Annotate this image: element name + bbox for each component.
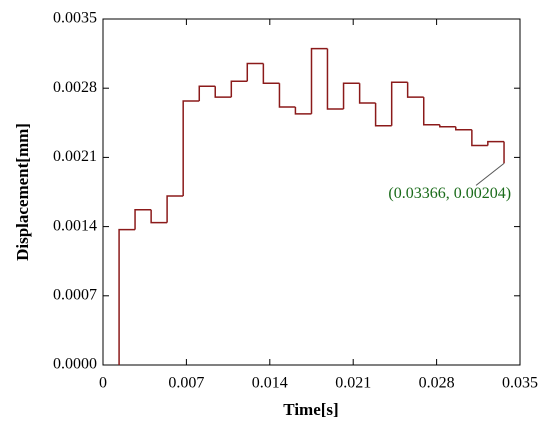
step-segment [310, 47, 328, 114]
step-segment [246, 62, 264, 82]
step-segment [182, 100, 200, 196]
y-tick-label: 0.0000 [53, 356, 97, 373]
annotation-leader [475, 162, 505, 186]
step-segment [278, 83, 296, 108]
y-tick-label: 0.0021 [53, 148, 97, 165]
step-segment [439, 124, 456, 128]
x-axis-label: Time[s] [283, 400, 338, 419]
x-tick-label: 0.028 [419, 375, 455, 392]
step-segment [230, 80, 248, 98]
step-segment [262, 63, 280, 85]
step-segment [326, 48, 344, 110]
y-tick-label: 0.0035 [53, 10, 97, 27]
x-tick-label: 0 [99, 375, 107, 392]
step-segment [166, 195, 184, 223]
step-segment [118, 228, 136, 365]
step-segment [358, 83, 376, 104]
y-tick-label: 0.0007 [53, 286, 97, 303]
step-segment [374, 103, 392, 127]
step-segment [342, 82, 360, 109]
step-segment [294, 106, 312, 115]
step-segment [406, 82, 424, 98]
x-tick-label: 0.014 [252, 375, 288, 392]
y-tick-label: 0.0028 [53, 79, 97, 96]
step-segment [390, 81, 408, 126]
step-segment [455, 126, 472, 131]
x-tick-label: 0.021 [335, 375, 371, 392]
annotation: (0.03366, 0.00204) [388, 185, 511, 202]
x-tick-label: 0.035 [502, 375, 538, 392]
y-tick-label: 0.0014 [53, 217, 97, 234]
step-segment [422, 97, 440, 126]
step-segment [214, 86, 232, 98]
step-segment [487, 140, 505, 146]
step-segment [150, 209, 168, 224]
y-axis-label: Displacement[mm] [13, 123, 32, 261]
plot-frame [102, 18, 521, 366]
x-tick-label: 0.007 [168, 375, 204, 392]
step-segment [198, 85, 216, 102]
step-segment [134, 209, 152, 230]
step-segment [471, 129, 488, 147]
